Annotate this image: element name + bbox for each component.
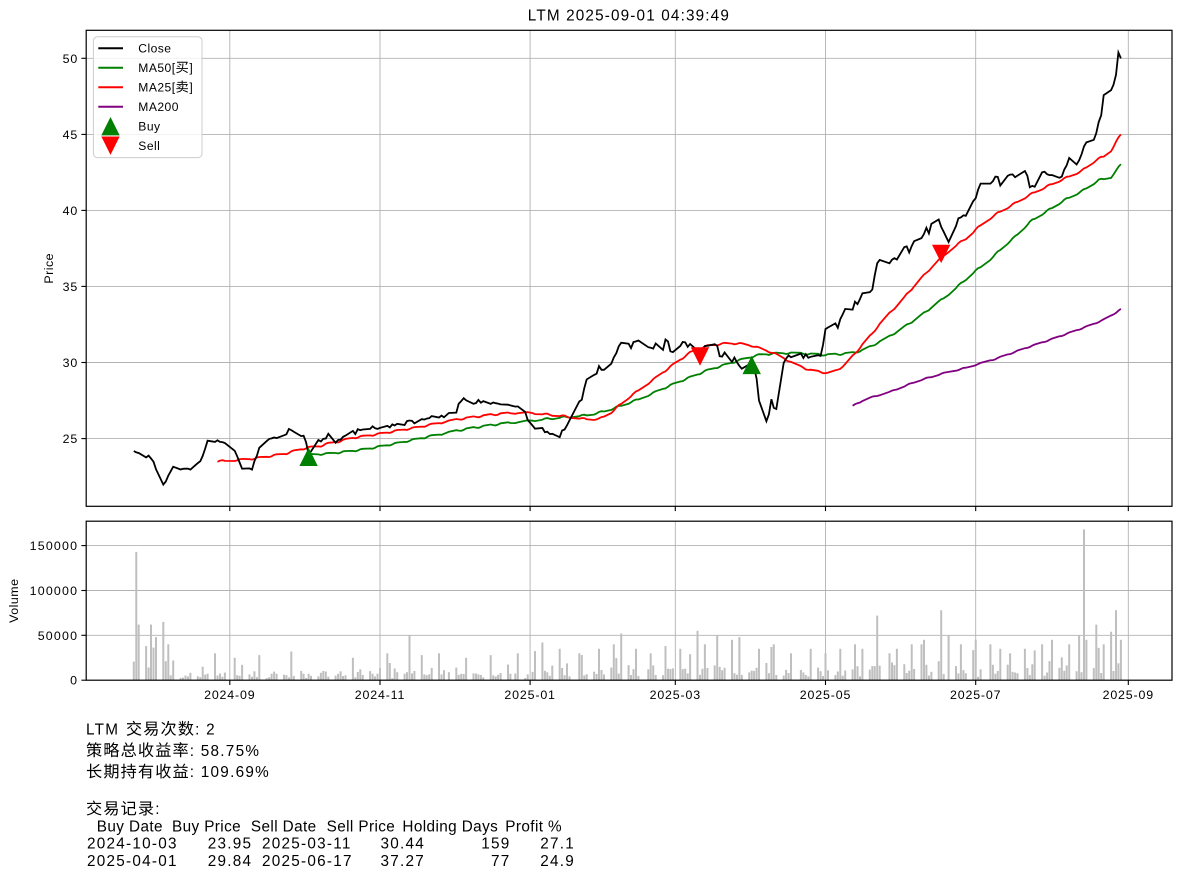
svg-text:2024-11: 2024-11: [355, 688, 406, 702]
svg-text:0: 0: [70, 674, 78, 688]
svg-text:2025-03-11: 2025-03-11: [262, 836, 352, 853]
svg-text:77: 77: [491, 853, 511, 870]
svg-text:MA50[: MA50[: [138, 61, 175, 75]
svg-text:100000: 100000: [30, 584, 79, 598]
svg-text:159: 159: [481, 836, 510, 853]
svg-text:MA200: MA200: [138, 100, 179, 114]
svg-text:150000: 150000: [30, 539, 79, 553]
svg-text:2025-07: 2025-07: [950, 688, 1001, 702]
svg-text:29.84: 29.84: [208, 853, 253, 870]
svg-text:2025-03: 2025-03: [650, 688, 701, 702]
svg-text:Buy Price: Buy Price: [172, 818, 241, 835]
svg-text:LTM: LTM: [86, 722, 119, 739]
svg-text:2025-01: 2025-01: [504, 688, 555, 702]
svg-text:2025-04-01: 2025-04-01: [87, 853, 178, 870]
svg-text:Close: Close: [138, 42, 171, 56]
svg-text:2025-09: 2025-09: [1103, 688, 1154, 702]
svg-text:: 2: : 2: [195, 722, 216, 739]
svg-text:2025-06-17: 2025-06-17: [262, 853, 353, 870]
svg-text:MA25[: MA25[: [138, 81, 175, 95]
svg-text:: 58.75%: : 58.75%: [190, 743, 260, 760]
svg-text:Buy Date: Buy Date: [97, 818, 163, 835]
svg-text:Sell Date: Sell Date: [251, 818, 317, 835]
svg-text:2024-09: 2024-09: [204, 688, 255, 702]
svg-text:Sell: Sell: [138, 139, 160, 153]
svg-text:2025-05: 2025-05: [800, 688, 851, 702]
svg-text:Holding Days: Holding Days: [402, 818, 498, 835]
svg-text:]: ]: [189, 61, 193, 75]
svg-text:: 109.69%: : 109.69%: [190, 764, 270, 781]
svg-text:Buy: Buy: [138, 120, 161, 134]
svg-text:23.95: 23.95: [208, 836, 253, 853]
svg-text:2024-10-03: 2024-10-03: [87, 836, 178, 853]
svg-text::: :: [155, 801, 161, 818]
svg-text:30.44: 30.44: [380, 836, 425, 853]
svg-text:45: 45: [63, 128, 79, 142]
svg-text:Price: Price: [42, 253, 56, 284]
svg-text:Volume: Volume: [7, 579, 21, 623]
svg-text:Sell Price: Sell Price: [327, 818, 396, 835]
svg-text:30: 30: [63, 356, 79, 370]
svg-text:25: 25: [63, 432, 79, 446]
svg-text:24.9: 24.9: [540, 853, 575, 870]
svg-text:27.1: 27.1: [540, 836, 575, 853]
svg-text:Profit %: Profit %: [505, 818, 562, 835]
svg-text:37.27: 37.27: [380, 853, 425, 870]
svg-text:50: 50: [63, 52, 79, 66]
svg-text:40: 40: [63, 204, 79, 218]
svg-text:]: ]: [189, 81, 193, 95]
svg-text:35: 35: [63, 280, 79, 294]
svg-text:LTM 2025-09-01 04:39:49: LTM 2025-09-01 04:39:49: [528, 8, 730, 25]
svg-text:50000: 50000: [38, 629, 78, 643]
